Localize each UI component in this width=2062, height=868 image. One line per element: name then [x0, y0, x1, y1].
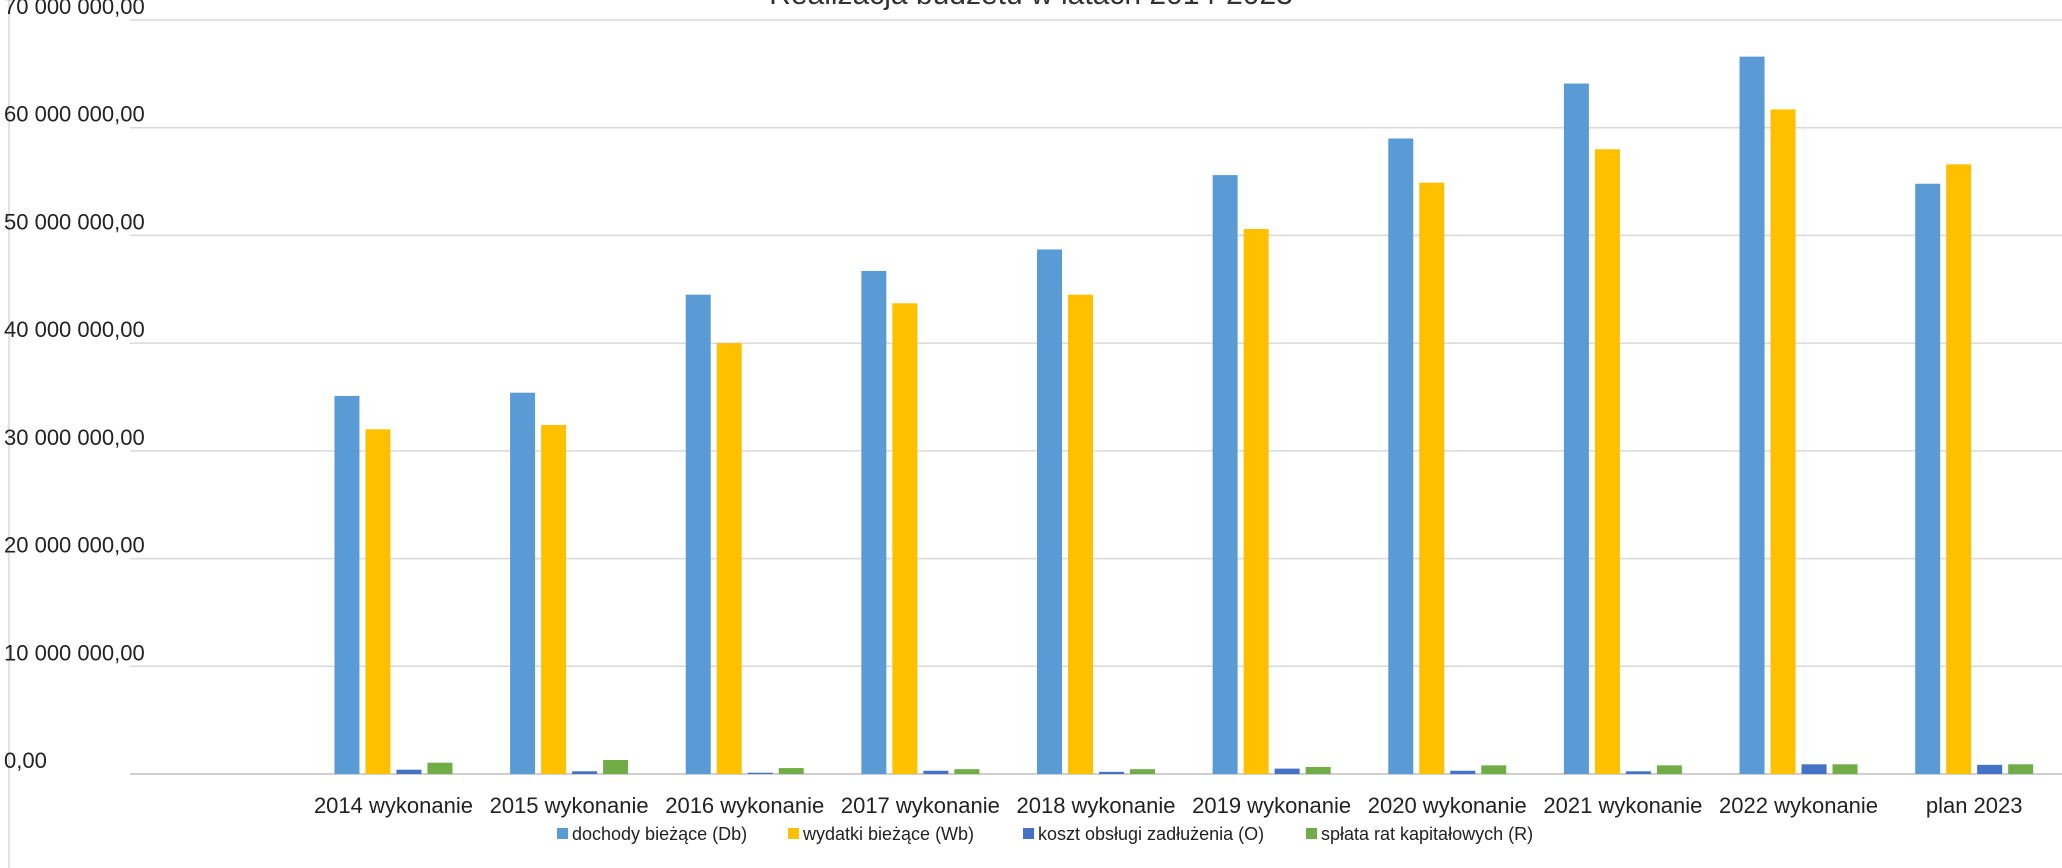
- x-axis-ticks: 2014 wykonanie 2015 wykonanie 2016 wykonan…: [314, 793, 2023, 818]
- bar: [1130, 769, 1155, 774]
- bar: [427, 762, 453, 774]
- bar: [1656, 765, 1682, 774]
- bar: [1594, 149, 1620, 774]
- bar: [572, 771, 598, 774]
- bar: [1037, 249, 1062, 775]
- bar: [1946, 164, 1972, 774]
- x-tick-label: 2014 wykonanie: [314, 793, 473, 818]
- bar: [1274, 768, 1300, 774]
- bar: [778, 768, 804, 774]
- bar: [1419, 182, 1445, 775]
- y-tick-label: 60 000 000,00: [4, 102, 145, 127]
- x-tick-label: 2017 wykonanie: [841, 793, 1000, 818]
- legend-swatch: [557, 828, 568, 839]
- bar: [1832, 764, 1858, 774]
- y-tick-label: 10 000 000,00: [4, 640, 145, 665]
- bar: [1801, 764, 1827, 774]
- bar: [1450, 770, 1476, 774]
- bar: [1563, 83, 1589, 774]
- y-tick-label: 40 000 000,00: [4, 317, 145, 342]
- bar: [954, 769, 980, 774]
- bar: [1770, 109, 1796, 775]
- x-tick-label: 2020 wykonanie: [1368, 793, 1527, 818]
- bar: [1481, 765, 1507, 774]
- y-tick-label: 70 000 000,00: [4, 0, 145, 19]
- bar: [510, 392, 536, 774]
- y-tick-label: 50 000 000,00: [4, 209, 145, 234]
- bar: [603, 759, 629, 774]
- legend-label: koszt obsługi zadłużenia (O): [1038, 824, 1264, 844]
- bar: [1099, 771, 1124, 774]
- bar: [541, 425, 567, 774]
- bar: [716, 343, 742, 774]
- bar: [1243, 228, 1269, 775]
- bar: [334, 395, 360, 774]
- x-tick-label: 2018 wykonanie: [1016, 793, 1175, 818]
- bar: [685, 294, 711, 774]
- bars: [334, 56, 2034, 775]
- bar: [2008, 764, 2034, 774]
- bar: [1068, 294, 1093, 774]
- bar: [1739, 56, 1765, 774]
- bar: [923, 770, 949, 774]
- chart-title: Realizacja budżetu w latach 2014-2023: [769, 0, 1293, 11]
- bar: [365, 429, 391, 774]
- x-tick-label: 2022 wykonanie: [1719, 793, 1878, 818]
- legend-label: dochody bieżące (Db): [572, 824, 747, 844]
- bar: [747, 772, 773, 774]
- y-tick-label: 0,00: [4, 748, 47, 773]
- legend-swatch: [788, 828, 799, 839]
- bar: [1625, 771, 1651, 774]
- bar: [396, 769, 422, 774]
- x-tick-label: 2021 wykonanie: [1543, 793, 1702, 818]
- y-tick-label: 20 000 000,00: [4, 533, 145, 558]
- bar: [1977, 764, 2003, 774]
- bar: [892, 303, 918, 774]
- legend-label: wydatki bieżące (Wb): [802, 824, 974, 844]
- bar: [1915, 183, 1941, 774]
- bar: [861, 270, 887, 774]
- legend-label: spłata rat kapitałowych (R): [1321, 824, 1533, 844]
- x-tick-label: 2019 wykonanie: [1192, 793, 1351, 818]
- y-tick-label: 30 000 000,00: [4, 425, 145, 450]
- x-tick-label: 2016 wykonanie: [665, 793, 824, 818]
- bar: [1388, 138, 1414, 774]
- y-axis-ticks: 0,00 10 000 000,00 20 000 000,00 30 000 000…: [4, 0, 145, 773]
- legend-swatch: [1023, 828, 1034, 839]
- x-tick-label: 2015 wykonanie: [490, 793, 649, 818]
- x-tick-label: plan 2023: [1926, 793, 2023, 818]
- legend: dochody bieżące (Db) wydatki bieżące (Wb)…: [557, 824, 1533, 844]
- bar: [1212, 175, 1238, 774]
- legend-swatch: [1306, 828, 1317, 839]
- bar: [1305, 766, 1331, 774]
